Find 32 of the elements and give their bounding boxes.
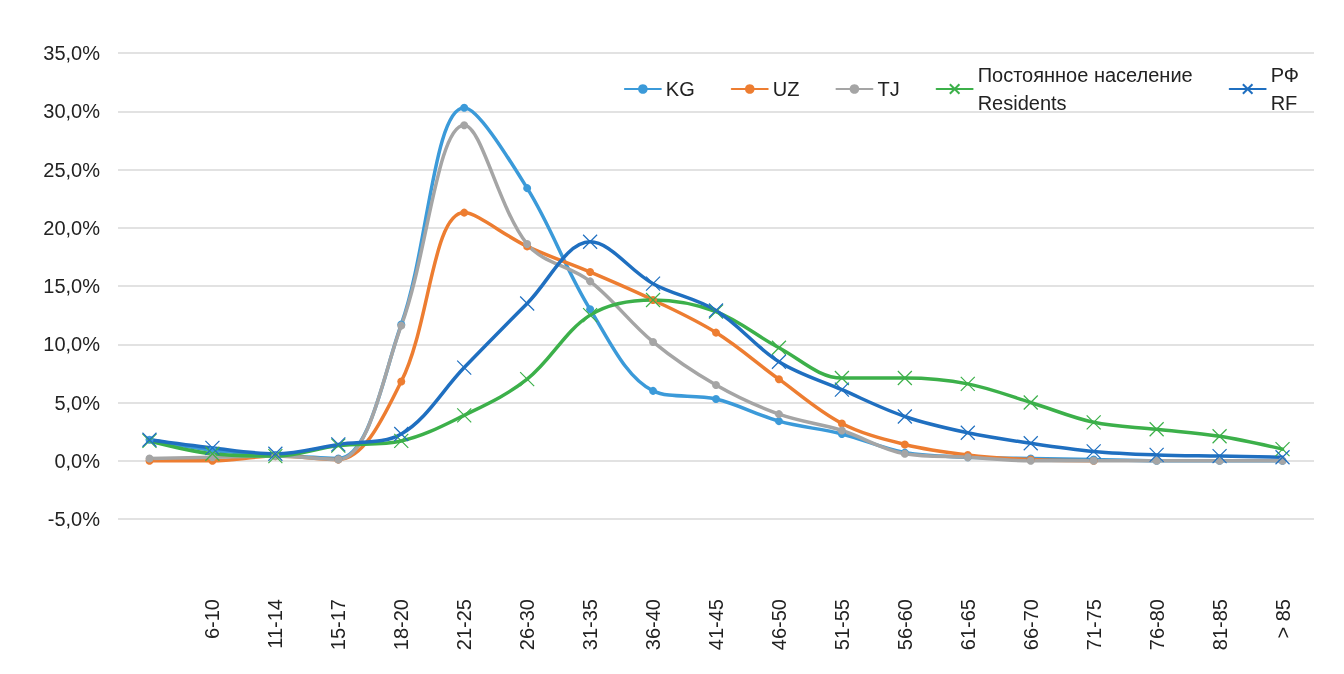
x-tick-label: 18-20: [390, 599, 413, 651]
x-tick-label: 21-25: [453, 599, 476, 651]
x-tick-label: 56-60: [893, 599, 916, 651]
legend-label: UZ: [772, 78, 800, 100]
x-tick-label: 11-14: [264, 599, 287, 649]
x-tick-label: 66-70: [1019, 599, 1042, 651]
x-tick-label: 15-17: [327, 599, 350, 651]
y-tick-label: -5,0%: [47, 508, 101, 530]
x-tick-label: 46-50: [767, 599, 790, 651]
y-tick-label: 35,0%: [43, 42, 101, 64]
x-tick-label: 36-40: [642, 599, 665, 651]
x-tick-label: > 85: [1271, 599, 1294, 639]
x-tick-label: 31-35: [579, 599, 602, 651]
y-tick-label: 30,0%: [43, 100, 101, 123]
x-tick-label: 76-80: [1145, 599, 1168, 651]
y-tick-label: 5,0%: [54, 391, 101, 414]
x-tick-label: 41-45: [705, 599, 727, 651]
x-tick-label: 61-65: [956, 599, 979, 651]
x-tick-label: 6-10: [201, 599, 224, 640]
x-tick-label: 51-55: [830, 599, 853, 651]
y-tick-label: 10,0%: [43, 333, 101, 356]
y-tick-label: 15,0%: [43, 275, 101, 297]
legend-label: KG: [665, 78, 695, 100]
legend-label: РФ RF: [1270, 64, 1300, 114]
y-tick-label: 20,0%: [43, 216, 101, 239]
legend-label: TJ: [877, 78, 900, 100]
x-tick-label: 71-75: [1082, 599, 1105, 651]
y-tick-label: 0,0%: [54, 449, 101, 472]
x-tick-label: 26-30: [516, 599, 539, 651]
x-tick-label: 81-85: [1208, 599, 1231, 651]
legend-label: Постоянное население Residents: [977, 64, 1193, 114]
y-tick-label: 25,0%: [43, 158, 101, 181]
